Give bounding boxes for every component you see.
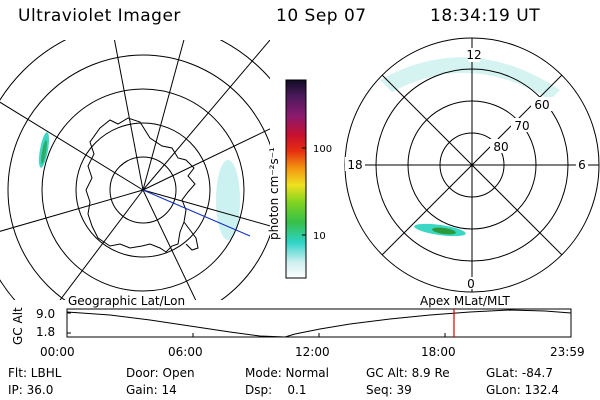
x-tick-2359: 23:59: [550, 345, 585, 359]
mlat-label-60: 60: [534, 98, 549, 112]
color-bar-ticks: [302, 147, 306, 236]
colorbar-tick-10: 10: [313, 231, 326, 242]
mlt-label-0: 0: [467, 277, 475, 291]
colorbar-unit-label: photon cm⁻²s⁻¹: [267, 147, 281, 240]
y-tick-9: 9.0: [36, 307, 55, 321]
door-label: Door: Open: [126, 366, 195, 380]
time-label: 18:34:19 UT: [430, 6, 541, 26]
altitude-curve: [66, 309, 572, 338]
aurora-glow-right: [380, 57, 560, 237]
mlat-label-80: 80: [493, 140, 508, 154]
mlt-label-12: 12: [466, 48, 481, 62]
aurora-glow-left: [38, 132, 240, 240]
seq-label: Seq: 39: [366, 383, 412, 397]
gain-label: Gain: 14: [126, 383, 177, 397]
timeline-ticks: [67, 312, 446, 337]
dsp-label: Dsp: 0.1: [245, 383, 307, 397]
latitude-circles: [0, 40, 270, 300]
color-bar: [285, 79, 307, 279]
longitude-lines: [0, 40, 270, 300]
timeline-panel: Geographic Lat/Lon Apex MLat/MLT GC Alt …: [11, 294, 585, 359]
timeline-axis-label: GC Alt: [11, 307, 25, 345]
mlt-lines: [345, 38, 599, 292]
x-tick-1800: 18:00: [421, 345, 456, 359]
glat-label: GLat: -84.7: [486, 366, 553, 380]
mlt-label-6: 6: [578, 158, 586, 172]
polar-plot: 12 18 6 0 60 70 80: [344, 37, 600, 293]
antarctic-peninsula: [183, 221, 199, 251]
y-tick-1-8: 1.8: [36, 325, 55, 339]
antarctica-coastline: [85, 117, 196, 253]
timeline-frame: [66, 308, 572, 338]
date-label: 10 Sep 07: [276, 6, 367, 26]
instrument-title: Ultraviolet Imager: [18, 6, 181, 26]
x-tick-0000: 00:00: [40, 345, 75, 359]
timeline-right-label: Apex MLat/MLT: [420, 294, 510, 308]
mlt-label-18: 18: [347, 158, 362, 172]
filter-label: Flt: LBHL: [8, 366, 62, 380]
x-tick-1200: 12:00: [295, 345, 330, 359]
geographic-map: [0, 40, 270, 300]
glon-label: GLon: 132.4: [486, 383, 559, 397]
gc-alt-label: GC Alt: 8.9 Re: [366, 366, 450, 380]
colorbar-tick-100: 100: [313, 144, 332, 155]
x-tick-0600: 06:00: [168, 345, 203, 359]
ip-label: IP: 36.0: [8, 383, 54, 397]
mode-label: Mode: Normal: [245, 366, 329, 380]
mlat-label-70: 70: [514, 119, 529, 133]
orbit-track: [142, 189, 251, 237]
timeline-left-label: Geographic Lat/Lon: [68, 294, 185, 308]
